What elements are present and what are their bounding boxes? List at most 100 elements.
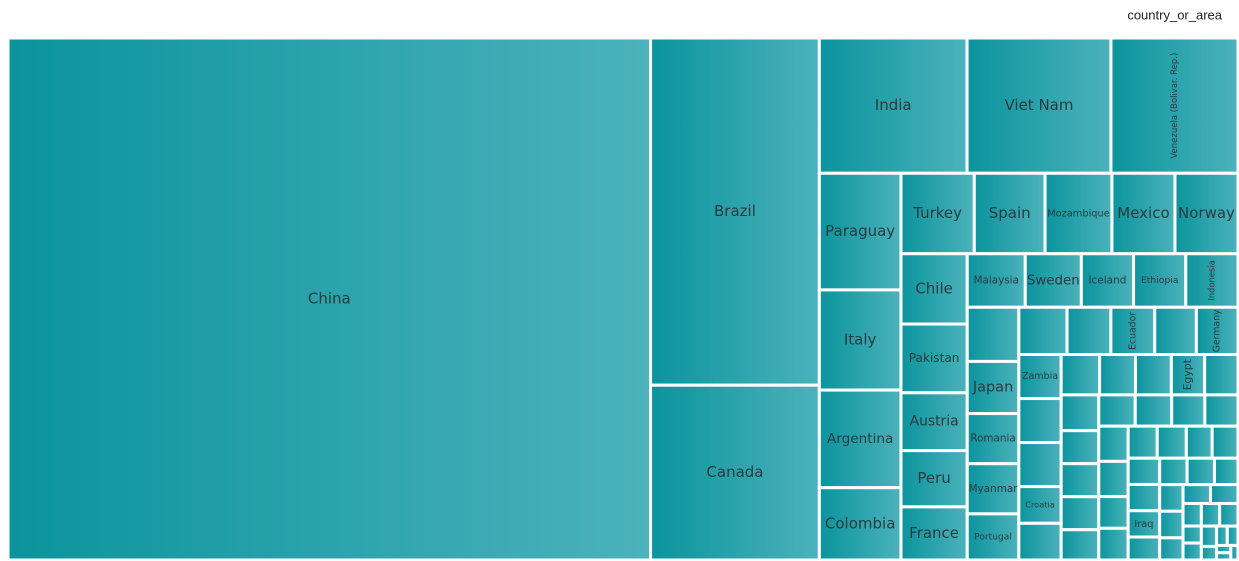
tile <box>1203 393 1239 428</box>
tile-label: Venezuela (Bolivar. Rep.) <box>1170 53 1180 159</box>
tile <box>1059 528 1101 561</box>
tile-label: Mexico <box>1117 204 1169 222</box>
tile <box>1218 501 1239 528</box>
tile-label: Sweden <box>1027 274 1080 289</box>
tile <box>1203 353 1239 397</box>
tile <box>1209 483 1239 505</box>
tile <box>1199 524 1219 548</box>
tile <box>899 322 969 395</box>
tile-label: Pakistan <box>909 351 960 365</box>
tile <box>1194 305 1239 357</box>
tile <box>1181 541 1203 561</box>
tile <box>1065 305 1113 357</box>
tile <box>965 412 1021 466</box>
tile <box>1017 521 1063 561</box>
tile <box>1229 543 1239 561</box>
tile <box>1133 393 1174 428</box>
tile <box>1098 353 1137 397</box>
tile <box>1170 393 1207 428</box>
tile <box>1017 397 1063 445</box>
tile-label: China <box>308 290 351 308</box>
tile-label: Chile <box>915 279 953 297</box>
tile-label: France <box>909 524 959 542</box>
tile-label: Viet Nam <box>1004 96 1073 114</box>
tile <box>1181 501 1203 528</box>
tile <box>1155 424 1188 460</box>
tile <box>1181 524 1203 545</box>
tile <box>1059 495 1101 532</box>
tile-label: Romania <box>970 433 1015 445</box>
tile <box>1110 171 1177 256</box>
tile-label: Malaysia <box>974 275 1019 287</box>
tile-label: Colombia <box>825 514 896 532</box>
tile <box>1126 456 1162 486</box>
tile <box>1109 36 1239 175</box>
tile <box>899 252 969 326</box>
tile-label: India <box>875 96 912 114</box>
tile <box>1126 535 1162 561</box>
tile <box>1097 526 1130 561</box>
legend-title: country_or_area <box>1127 7 1222 22</box>
tile <box>1017 441 1063 489</box>
tile-label: Paraguay <box>825 222 895 240</box>
tile <box>1097 459 1130 499</box>
tile-label: Indonesia <box>1206 260 1216 301</box>
tile <box>972 171 1047 256</box>
tile-label: Zambia <box>1022 371 1058 382</box>
tile <box>1097 424 1130 463</box>
tile <box>649 383 821 561</box>
tile-label: Turkey <box>912 204 962 222</box>
tile <box>1133 353 1173 397</box>
tile <box>1225 524 1239 547</box>
tile <box>817 486 903 561</box>
tile <box>1126 424 1159 460</box>
tile <box>1184 424 1214 460</box>
tiles: China Brazil Canada India Viet Nam Venezuela … <box>6 36 1239 561</box>
tile <box>1097 393 1137 428</box>
tile <box>649 36 821 387</box>
tile-label: Ethiopia <box>1141 275 1178 286</box>
tile-label: Spain <box>989 204 1031 222</box>
tile-label: Japan <box>972 380 1013 396</box>
tile <box>1158 509 1185 540</box>
tile-label: Canada <box>706 463 763 481</box>
tile-label: Germany <box>1212 309 1223 352</box>
tile <box>1097 495 1130 530</box>
tile <box>1059 462 1101 499</box>
tile <box>1213 456 1239 487</box>
tile <box>6 36 653 561</box>
tile <box>1059 353 1102 397</box>
tile <box>1079 252 1136 309</box>
tile-label: Iceland <box>1088 275 1126 287</box>
tile <box>1017 305 1069 357</box>
tile <box>1215 524 1229 547</box>
tile <box>1158 536 1185 561</box>
tile-label: Peru <box>917 469 950 487</box>
tile-label: Argentina <box>827 431 893 447</box>
tile <box>1199 544 1219 561</box>
tile-label: Italy <box>844 331 877 349</box>
tile-label: Brazil <box>714 202 756 220</box>
tile-label: Myanmar <box>969 483 1019 495</box>
tile <box>1181 483 1213 505</box>
tile <box>1059 429 1101 466</box>
tile <box>965 305 1021 363</box>
tile <box>1158 483 1185 513</box>
tile <box>899 505 969 561</box>
tile <box>1210 424 1239 460</box>
tile <box>1059 393 1101 433</box>
tile <box>1185 456 1217 487</box>
tile <box>1199 501 1222 528</box>
tile-label: Mozambique <box>1047 209 1110 220</box>
tile-label: Croatia <box>1025 499 1054 509</box>
tile <box>1153 305 1198 357</box>
tile-label: Portugal <box>974 532 1012 542</box>
tile <box>817 288 903 392</box>
tile <box>1158 456 1189 487</box>
tile-label: Ecuador <box>1127 312 1138 350</box>
tile-label: Austria <box>910 414 959 430</box>
tile-label: Iraq <box>1134 519 1153 530</box>
tile-label: Norway <box>1178 204 1235 222</box>
